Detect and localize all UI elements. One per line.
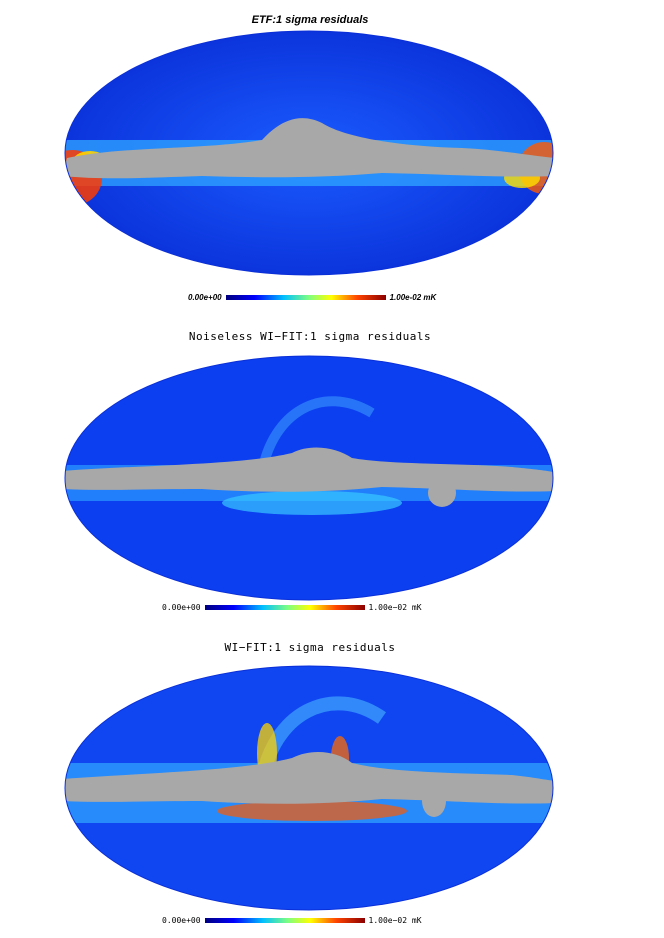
- panel-3-colorbar: 0.00e+00 1.00e−02 mK: [162, 914, 422, 926]
- panel-3-title: WI−FIT:1 sigma residuals: [224, 641, 396, 654]
- colorbar-min-label: 0.00e+00: [188, 292, 222, 302]
- panel-2-skymap: [64, 355, 554, 601]
- colorbar-gradient: [204, 604, 365, 610]
- panel-3-skymap: [64, 665, 554, 911]
- panel-1-skymap: [64, 30, 554, 276]
- panel-1-colorbar: 0.00e+00 1.00e-02 mK: [188, 291, 436, 303]
- colorbar-max-label: 1.00e-02 mK: [389, 292, 437, 302]
- colorbar-gradient: [225, 294, 386, 300]
- panel-2-colorbar: 0.00e+00 1.00e−02 mK: [162, 601, 422, 613]
- panel-2-title: Noiseless WI−FIT:1 sigma residuals: [188, 330, 432, 343]
- colorbar-gradient: [204, 917, 365, 923]
- colorbar-min-label: 0.00e+00: [162, 915, 201, 925]
- colorbar-min-label: 0.00e+00: [162, 602, 201, 612]
- panel-1-title: ETF:1 sigma residuals: [251, 14, 369, 26]
- colorbar-max-label: 1.00e−02 mK: [368, 602, 422, 612]
- colorbar-max-label: 1.00e−02 mK: [368, 915, 422, 925]
